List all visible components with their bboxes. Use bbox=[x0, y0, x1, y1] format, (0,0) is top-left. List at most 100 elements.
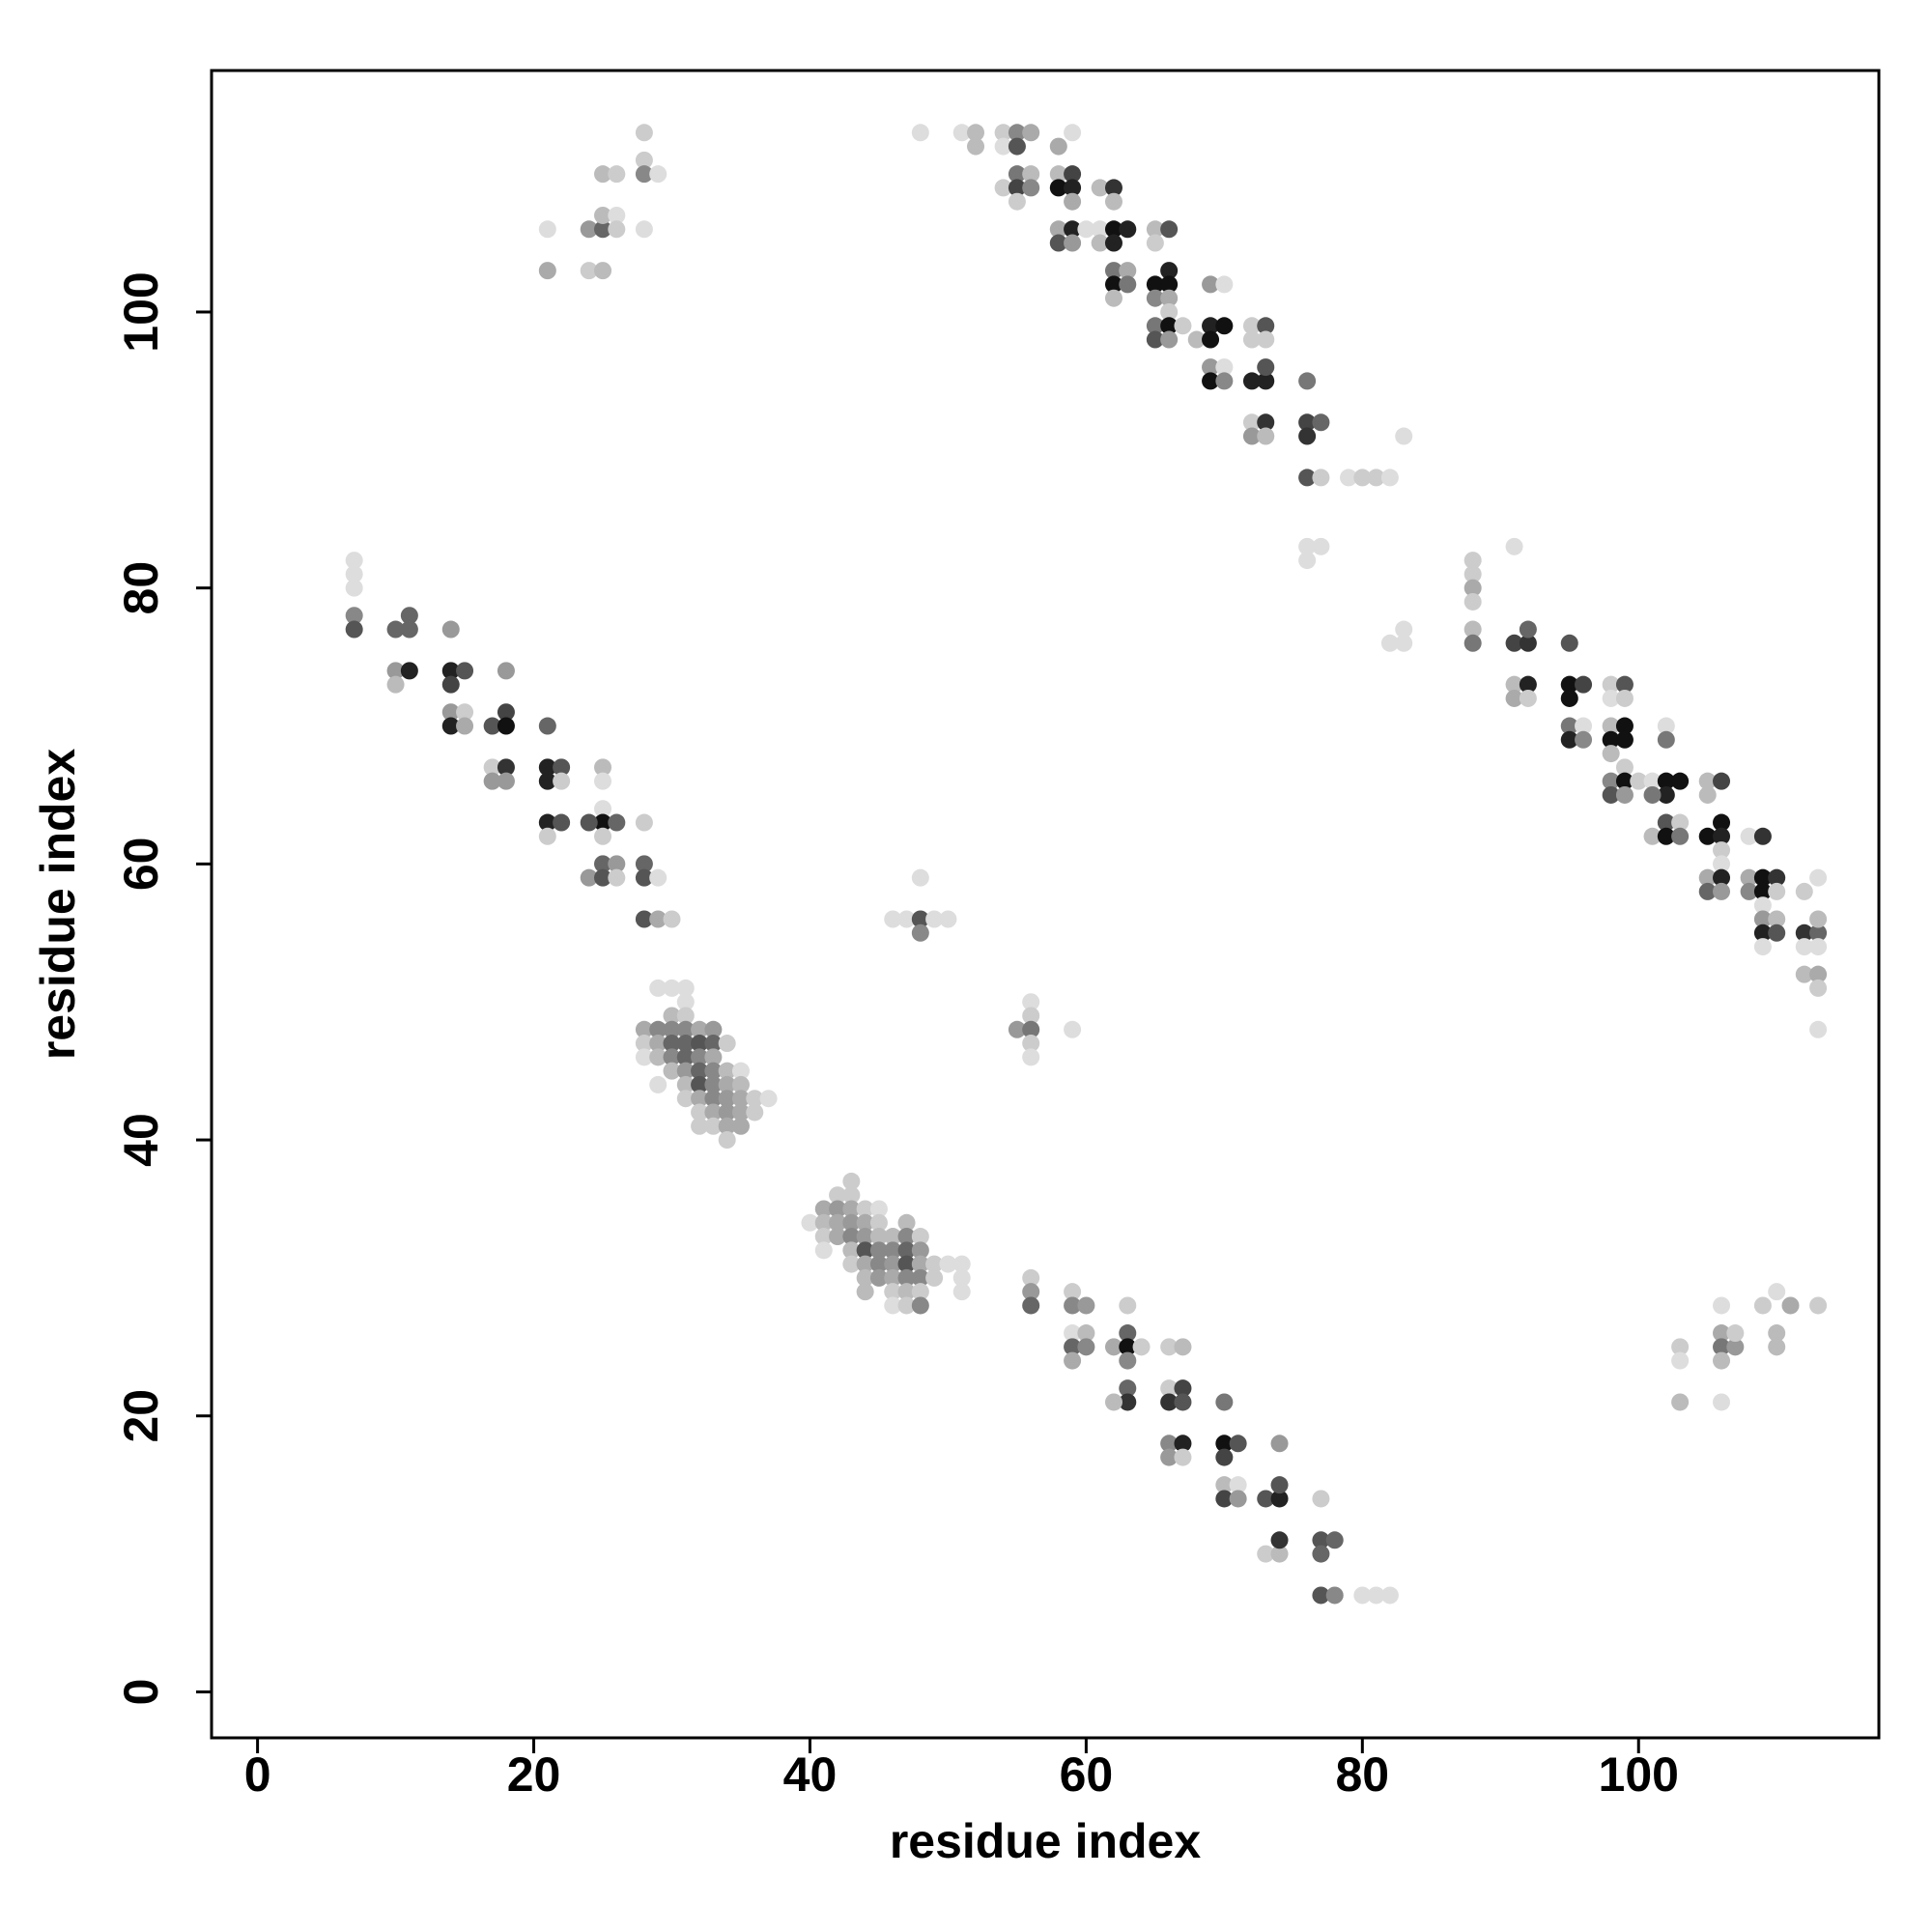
point bbox=[1146, 234, 1164, 252]
point bbox=[663, 1020, 681, 1038]
point bbox=[1104, 262, 1122, 280]
point bbox=[1463, 552, 1482, 570]
point bbox=[538, 813, 556, 832]
point bbox=[1698, 772, 1717, 790]
point bbox=[718, 1131, 736, 1150]
point bbox=[1215, 1435, 1234, 1453]
point bbox=[718, 1103, 736, 1122]
point bbox=[635, 1020, 653, 1038]
point bbox=[676, 1035, 695, 1053]
point bbox=[704, 1075, 723, 1094]
point bbox=[1713, 772, 1731, 790]
point bbox=[1698, 882, 1717, 900]
point bbox=[691, 1090, 709, 1108]
point bbox=[1312, 1545, 1330, 1563]
point bbox=[1174, 1435, 1192, 1453]
point bbox=[1242, 372, 1261, 390]
point bbox=[952, 1268, 971, 1287]
x-axis-title: residue index bbox=[890, 1814, 1202, 1868]
point bbox=[1064, 1351, 1082, 1370]
point bbox=[1298, 552, 1317, 570]
point bbox=[897, 1268, 916, 1287]
point bbox=[1077, 1324, 1095, 1343]
point bbox=[1768, 1324, 1786, 1343]
point bbox=[1077, 1338, 1095, 1356]
point bbox=[635, 124, 653, 142]
point bbox=[1713, 1324, 1731, 1343]
point bbox=[704, 1048, 723, 1066]
point bbox=[869, 1200, 888, 1218]
point bbox=[538, 262, 556, 280]
point bbox=[1740, 882, 1758, 900]
point bbox=[1257, 358, 1275, 377]
point bbox=[1519, 634, 1537, 652]
point bbox=[1753, 896, 1772, 915]
point bbox=[1781, 1296, 1800, 1315]
point bbox=[1602, 689, 1620, 707]
point bbox=[884, 1241, 902, 1260]
point bbox=[594, 758, 612, 777]
point bbox=[1119, 1296, 1137, 1315]
point bbox=[1215, 275, 1234, 294]
y-tick-label: 100 bbox=[114, 271, 168, 352]
point bbox=[1657, 813, 1675, 832]
point bbox=[1160, 1393, 1179, 1411]
point bbox=[649, 1048, 668, 1066]
point bbox=[897, 1241, 916, 1260]
point bbox=[1187, 330, 1206, 349]
point bbox=[1809, 938, 1828, 956]
point bbox=[1160, 1379, 1179, 1398]
point bbox=[635, 868, 653, 887]
point bbox=[345, 552, 363, 570]
point bbox=[1064, 1283, 1082, 1301]
point bbox=[1064, 1020, 1082, 1038]
point bbox=[594, 262, 612, 280]
point bbox=[538, 220, 556, 239]
point bbox=[1312, 413, 1330, 432]
point bbox=[538, 827, 556, 845]
point bbox=[994, 137, 1012, 156]
point bbox=[1202, 358, 1220, 377]
point bbox=[925, 910, 944, 928]
point bbox=[1768, 1338, 1786, 1356]
point bbox=[441, 662, 460, 680]
point bbox=[1049, 179, 1067, 197]
point bbox=[1505, 634, 1523, 652]
point bbox=[1119, 1324, 1137, 1343]
point bbox=[1395, 634, 1413, 652]
point bbox=[1505, 675, 1523, 694]
point bbox=[691, 1103, 709, 1122]
point bbox=[1519, 675, 1537, 694]
point bbox=[1174, 1448, 1192, 1466]
point bbox=[1353, 469, 1372, 487]
point bbox=[925, 1268, 944, 1287]
point bbox=[663, 1048, 681, 1066]
point bbox=[704, 1090, 723, 1108]
point bbox=[1008, 192, 1026, 211]
point bbox=[1215, 1393, 1234, 1411]
point bbox=[897, 1283, 916, 1301]
point bbox=[842, 1172, 861, 1190]
point bbox=[1270, 1531, 1289, 1549]
point bbox=[1064, 124, 1082, 142]
point bbox=[1160, 1435, 1179, 1453]
point bbox=[952, 1255, 971, 1273]
point bbox=[1174, 317, 1192, 335]
point bbox=[911, 1268, 929, 1287]
point bbox=[1505, 537, 1523, 555]
point bbox=[594, 868, 612, 887]
point bbox=[1257, 330, 1275, 349]
point bbox=[1160, 289, 1179, 307]
point bbox=[814, 1241, 833, 1260]
point bbox=[497, 662, 515, 680]
point bbox=[842, 1213, 861, 1232]
point bbox=[1602, 745, 1620, 763]
point bbox=[869, 1213, 888, 1232]
point bbox=[939, 910, 957, 928]
point bbox=[1809, 979, 1828, 997]
point bbox=[691, 1048, 709, 1066]
point bbox=[635, 1048, 653, 1066]
point bbox=[1229, 1476, 1247, 1494]
point bbox=[1215, 1448, 1234, 1466]
point bbox=[1091, 220, 1109, 239]
